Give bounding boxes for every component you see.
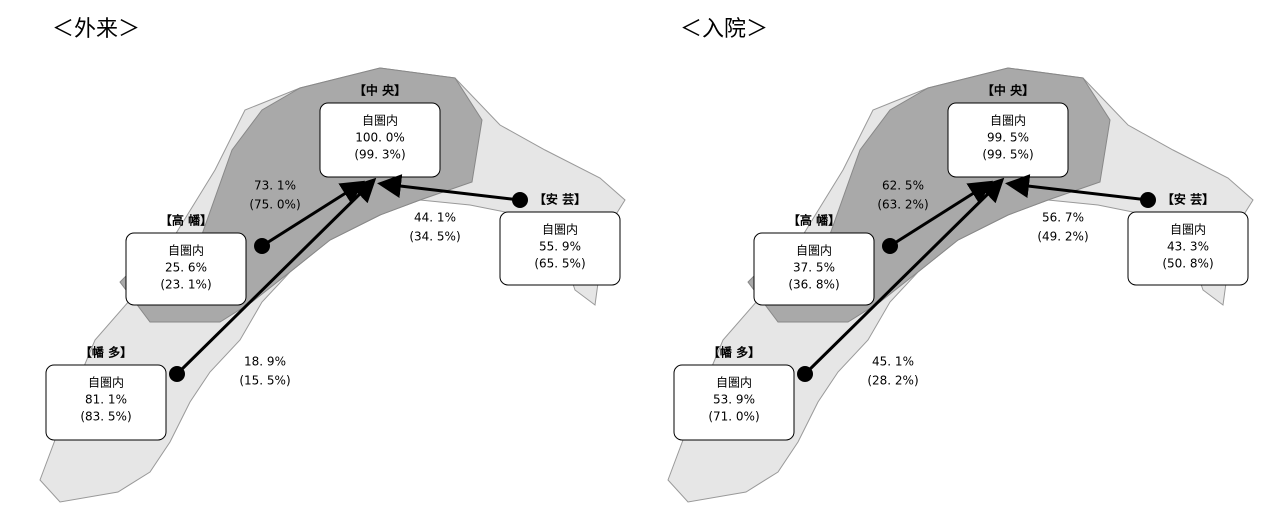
- flow-label: (63. 2%): [877, 198, 928, 212]
- flow-label: 56. 7%: [1042, 211, 1084, 225]
- region-dot: [169, 366, 185, 382]
- region-line: 100. 0%: [355, 131, 405, 145]
- region-line: (50. 8%): [1162, 257, 1213, 271]
- region-line: 55. 9%: [539, 240, 581, 254]
- region-line: (23. 1%): [160, 278, 211, 292]
- region-line: 自圏内: [362, 114, 398, 128]
- region-dot: [882, 238, 898, 254]
- flow-arrow: [889, 180, 994, 248]
- region-box: [753, 232, 875, 306]
- flow-arrow: [261, 180, 366, 248]
- region-line: 自圏内: [88, 376, 124, 390]
- flow-label: (15. 5%): [239, 374, 290, 388]
- flow-label: (34. 5%): [409, 230, 460, 244]
- region-line: 自圏内: [716, 376, 752, 390]
- region-line: (83. 5%): [80, 410, 131, 424]
- region-dot: [797, 366, 813, 382]
- region-line: (99. 3%): [354, 148, 405, 162]
- flow-arrow: [377, 174, 521, 202]
- flow-label: (28. 2%): [867, 374, 918, 388]
- region-name: 【高 幡】: [160, 213, 212, 228]
- region-line: 43. 3%: [1167, 240, 1209, 254]
- region-line: 自圏内: [990, 114, 1026, 128]
- region-line: 自圏内: [1170, 223, 1206, 237]
- flow-arrow: [803, 177, 1005, 376]
- flow-label: (49. 2%): [1037, 230, 1088, 244]
- region-dot: [512, 192, 528, 208]
- map-land: [39, 67, 626, 503]
- map-land: [667, 67, 1254, 503]
- region-line: 25. 6%: [165, 261, 207, 275]
- region-line: (36. 8%): [788, 278, 839, 292]
- flow-arrow: [1005, 174, 1149, 202]
- region-box: [125, 232, 247, 306]
- region-line: (65. 5%): [534, 257, 585, 271]
- region-name: 【中 央】: [354, 83, 406, 98]
- region-line: 53. 9%: [713, 393, 755, 407]
- region-box: [1127, 211, 1249, 286]
- panel-title: ＜入院＞: [680, 17, 768, 42]
- region-dot: [1140, 192, 1156, 208]
- region-line: 自圏内: [542, 223, 578, 237]
- region-name: 【安 芸】: [534, 192, 586, 207]
- flow-arrow: [175, 177, 377, 376]
- region-name: 【中 央】: [982, 83, 1034, 98]
- region-line: (71. 0%): [708, 410, 759, 424]
- flow-label: (75. 0%): [249, 198, 300, 212]
- region-box: [499, 211, 621, 286]
- panel-title: ＜外来＞: [52, 17, 140, 42]
- region-line: (99. 5%): [982, 148, 1033, 162]
- region-box: [45, 364, 167, 441]
- region-name: 【高 幡】: [788, 213, 840, 228]
- region-name: 【安 芸】: [1162, 192, 1214, 207]
- flow-label: 73. 1%: [254, 179, 296, 193]
- flow-label: 44. 1%: [414, 211, 456, 225]
- flow-label: 18. 9%: [244, 355, 286, 369]
- region-box: [673, 364, 795, 441]
- flow-label: 45. 1%: [872, 355, 914, 369]
- region-name: 【幡 多】: [708, 345, 760, 360]
- region-dot: [254, 238, 270, 254]
- region-line: 37. 5%: [793, 261, 835, 275]
- region-line: 自圏内: [168, 244, 204, 258]
- region-line: 自圏内: [796, 244, 832, 258]
- region-line: 99. 5%: [987, 131, 1029, 145]
- region-line: 81. 1%: [85, 393, 127, 407]
- flow-label: 62. 5%: [882, 179, 924, 193]
- region-name: 【幡 多】: [80, 345, 132, 360]
